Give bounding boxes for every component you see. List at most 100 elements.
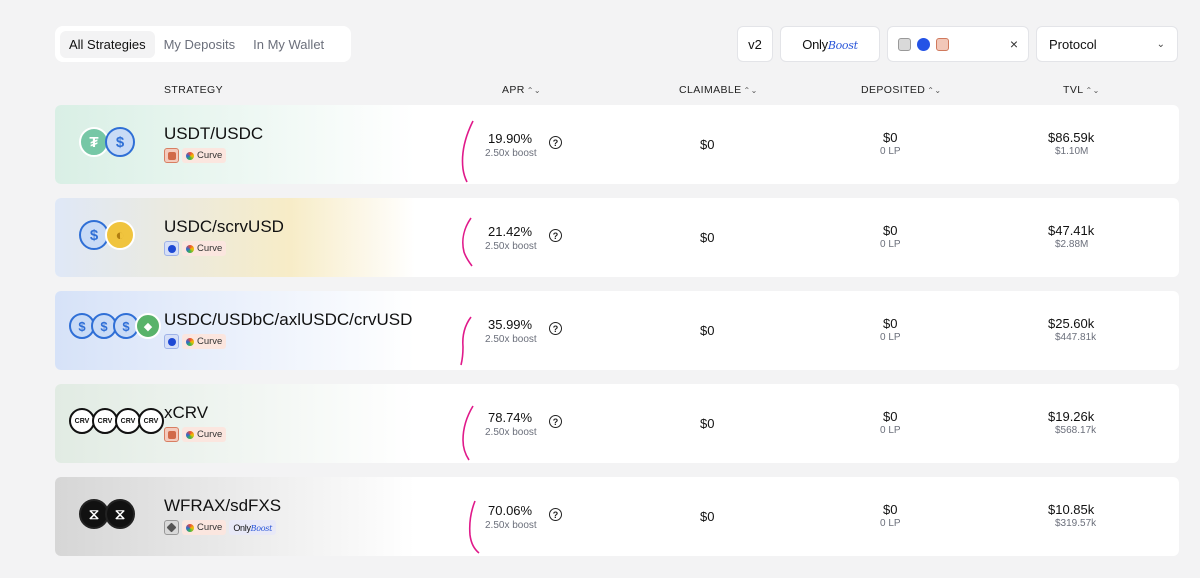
deposited-value: $0	[883, 316, 898, 331]
apr-value: 35.99%	[488, 317, 533, 332]
apr-value: 70.06%	[488, 503, 533, 518]
sort-icon: ⌃⌄	[1085, 86, 1100, 95]
sort-icon: ⌃⌄	[743, 86, 758, 95]
strategy-name: USDT/USDC	[164, 124, 264, 143]
version-toggle-button[interactable]: v2	[737, 26, 773, 62]
boost-label: 2.50x boost	[485, 148, 537, 159]
tvl-value: $10.85k	[1048, 502, 1095, 517]
help-icon[interactable]: ?	[549, 229, 562, 242]
sdfxs-icon: ⧖	[105, 499, 135, 529]
pink-annotation-mark	[460, 316, 472, 366]
deposited-lp: 0 LP	[880, 518, 901, 529]
arbitrum-chain-badge	[164, 148, 179, 163]
tvl-value: $25.60k	[1048, 316, 1095, 331]
claimable-value: $0	[700, 509, 715, 524]
strategy-row[interactable]: ₮ $ USDT/USDC Curve 19.90% 2.50x boost ?…	[55, 105, 1179, 184]
strategy-row[interactable]: $ $ $ ◆ USDC/USDbC/axlUSDC/crvUSD Curve …	[55, 291, 1179, 370]
chain-filter[interactable]: ×	[887, 26, 1029, 62]
tvl-sub-value: $1.10M	[1055, 146, 1089, 157]
column-deposited-sort[interactable]: DEPOSITED ⌃⌄	[861, 84, 942, 96]
curve-icon	[186, 430, 194, 439]
token-icons: $ ◐	[79, 220, 135, 254]
column-tvl-sort[interactable]: TVL ⌃⌄	[1063, 84, 1100, 96]
curve-protocol-badge: Curve	[182, 334, 227, 349]
deposited-lp: 0 LP	[880, 146, 901, 157]
apr-value: 78.74%	[488, 410, 533, 425]
pink-annotation-mark	[468, 500, 480, 554]
arbitrum-icon	[936, 37, 949, 51]
column-claimable-sort[interactable]: CLAIMABLE ⌃⌄	[679, 84, 758, 96]
tvl-value: $19.26k	[1048, 409, 1095, 424]
usdc-icon: $	[79, 220, 109, 250]
curve-icon	[186, 151, 194, 160]
deposited-value: $0	[883, 130, 898, 145]
claimable-value: $0	[700, 230, 715, 245]
curve-protocol-badge: Curve	[182, 520, 227, 535]
token-icons: $ $ $ ◆	[69, 313, 161, 347]
usdc-icon: $	[105, 127, 135, 157]
column-strategy: STRATEGY	[164, 84, 224, 96]
protocol-select-label: Protocol	[1049, 36, 1097, 52]
wfrax-icon: ⧖	[79, 499, 109, 529]
strategy-name: xCRV	[164, 403, 209, 422]
apr-value: 19.90%	[488, 131, 533, 146]
strategy-row[interactable]: ⧖ ⧖ WFRAX/sdFXS Curve OnlyBoost 70.06% 2…	[55, 477, 1179, 556]
axlusdc-icon: $	[113, 313, 139, 339]
pink-annotation-mark	[462, 405, 474, 461]
filter-bar: v2 OnlyBoost × Protocol ⌄	[737, 26, 1178, 62]
boost-label: 2.50x boost	[485, 427, 537, 438]
tab-my-deposits[interactable]: My Deposits	[163, 36, 236, 52]
curve-protocol-badge: Curve	[182, 148, 227, 163]
version-label: v2	[748, 36, 762, 52]
crv-icon: CRV	[138, 408, 164, 434]
pink-annotation-mark	[461, 120, 474, 183]
help-icon[interactable]: ?	[549, 508, 562, 521]
protocol-select[interactable]: Protocol ⌄	[1036, 26, 1178, 62]
tvl-value: $47.41k	[1048, 223, 1095, 238]
boost-label: 2.50x boost	[485, 334, 537, 345]
claimable-value: $0	[700, 137, 715, 152]
onlyboost-filter-button[interactable]: OnlyBoost	[780, 26, 880, 62]
claimable-value: $0	[700, 323, 715, 338]
sort-icon: ⌃⌄	[526, 86, 542, 95]
tab-all-strategies[interactable]: All Strategies	[60, 30, 155, 58]
boost-label: 2.50x boost	[485, 241, 537, 252]
help-icon[interactable]: ?	[549, 322, 562, 335]
help-icon[interactable]: ?	[549, 415, 562, 428]
deposited-lp: 0 LP	[880, 425, 901, 436]
arbitrum-chain-badge	[164, 427, 179, 442]
base-icon	[917, 37, 930, 51]
curve-protocol-badge: Curve	[182, 427, 227, 442]
strategy-tabs: All Strategies My Deposits In My Wallet	[55, 26, 351, 62]
deposited-lp: 0 LP	[880, 332, 901, 343]
crvusd-icon: ◆	[135, 313, 161, 339]
strategy-row[interactable]: $ ◐ USDC/scrvUSD Curve 21.42% 2.50x boos…	[55, 198, 1179, 277]
help-icon[interactable]: ?	[549, 136, 562, 149]
strategy-row[interactable]: CRV CRV CRV CRV xCRV Curve 78.74% 2.50x …	[55, 384, 1179, 463]
curve-icon	[186, 337, 194, 346]
token-icons: ⧖ ⧖	[79, 499, 135, 533]
crv-icon: CRV	[115, 408, 141, 434]
column-apr-sort[interactable]: APR ⌃⌄	[502, 84, 542, 96]
curve-icon	[186, 244, 194, 253]
ethereum-chain-badge	[164, 520, 179, 535]
curve-protocol-badge: Curve	[182, 241, 227, 256]
scrvusd-icon: ◐	[105, 220, 135, 250]
boost-label: 2.50x boost	[485, 520, 537, 531]
tvl-sub-value: $447.81k	[1055, 332, 1097, 343]
apr-value: 21.42%	[488, 224, 533, 239]
tab-in-my-wallet[interactable]: In My Wallet	[253, 36, 325, 52]
tvl-sub-value: $568.17k	[1055, 425, 1097, 436]
table-header: STRATEGY APR ⌃⌄ CLAIMABLE ⌃⌄ DEPOSITED ⌃⌄ T…	[0, 84, 1200, 98]
chevron-down-icon: ⌄	[1156, 38, 1165, 50]
token-icons: CRV CRV CRV CRV	[69, 408, 164, 442]
curve-icon	[186, 523, 194, 532]
claimable-value: $0	[700, 416, 715, 431]
base-chain-badge	[164, 334, 179, 349]
deposited-value: $0	[883, 502, 898, 517]
clear-chains-icon[interactable]: ×	[1009, 36, 1018, 52]
tvl-sub-value: $2.88M	[1055, 239, 1089, 250]
deposited-value: $0	[883, 409, 898, 424]
pink-annotation-mark	[462, 217, 473, 267]
deposited-lp: 0 LP	[880, 239, 901, 250]
